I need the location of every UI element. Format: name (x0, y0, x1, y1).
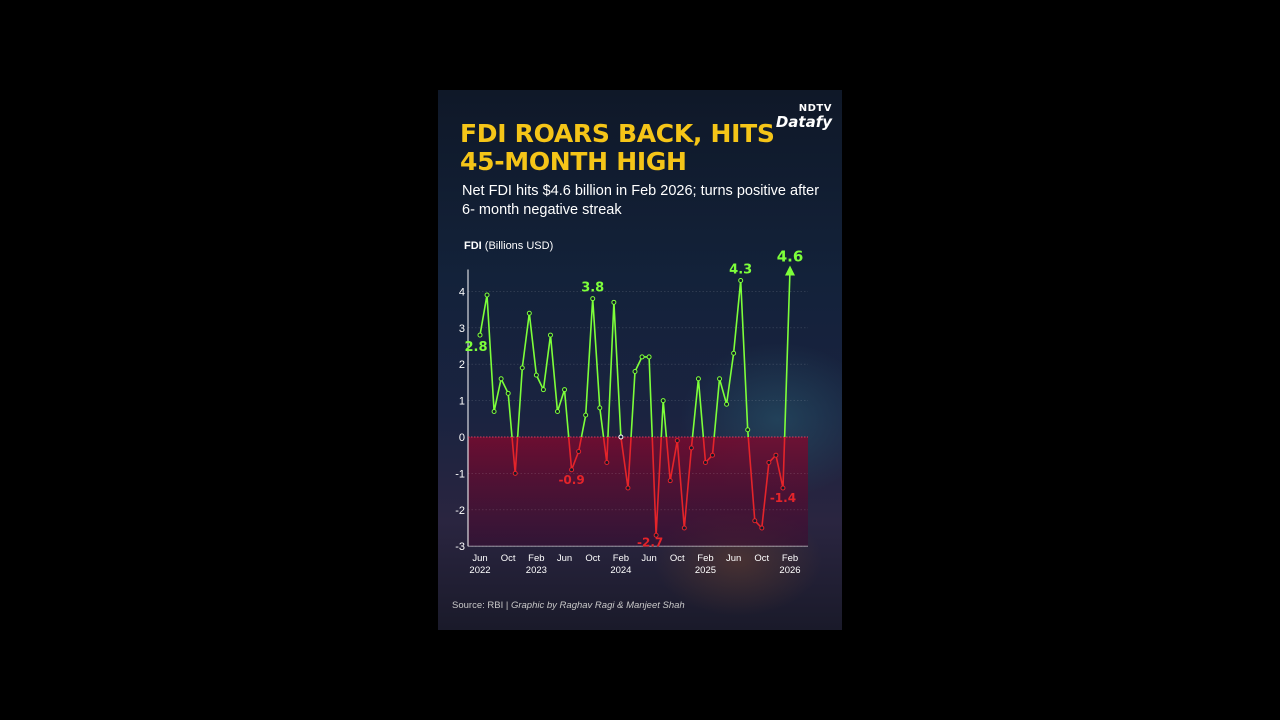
y-tick-label: 2 (459, 359, 465, 371)
source-note: Source: RBI | Graphic by Raghav Ragi & M… (452, 600, 685, 611)
data-point (512, 470, 518, 476)
data-point (660, 398, 666, 404)
data-point (639, 354, 645, 360)
data-point (653, 532, 659, 538)
data-point (773, 452, 779, 458)
data-point (710, 452, 715, 458)
data-point (667, 478, 673, 484)
data-point (688, 445, 694, 451)
arrowhead (785, 265, 795, 276)
logo-line1: NDTV (798, 103, 832, 114)
data-point (547, 332, 553, 338)
data-point (681, 525, 687, 531)
y-axis-label-bold: FDI (464, 240, 482, 252)
x-tick-label: Feb (697, 553, 713, 564)
page-title: FDI ROARS BACK, HITS 45-MONTH HIGH (460, 119, 775, 176)
negative-zone (468, 437, 808, 547)
data-point (717, 376, 723, 382)
data-point (618, 434, 624, 440)
x-tick-label: Jun (641, 553, 656, 564)
data-label: 4.6 (777, 248, 804, 266)
data-point (604, 459, 610, 465)
data-point (611, 299, 617, 305)
data-point (498, 376, 504, 382)
ndtv-datafy-logo: NDTV Datafy (775, 103, 832, 131)
data-point (562, 387, 568, 393)
data-point (477, 332, 483, 338)
x-tick-label: Oct (585, 553, 600, 564)
y-tick-label: 1 (459, 396, 465, 408)
data-point (759, 525, 765, 531)
data-point (590, 296, 596, 302)
data-point (752, 518, 758, 524)
data-point (484, 292, 490, 298)
infographic-card: NDTV Datafy FDI ROARS BACK, HITS 45-MONT… (438, 90, 842, 630)
data-point (555, 409, 560, 415)
data-point (695, 376, 701, 382)
x-tick-label: Oct (501, 553, 516, 564)
x-tick-year-label: 2022 (469, 565, 490, 576)
x-tick-label: Jun (472, 553, 487, 564)
data-point (632, 368, 638, 374)
y-tick-label: -3 (455, 541, 465, 553)
y-axis-label: FDI (Billions USD) (464, 240, 553, 252)
data-label: -0.9 (558, 473, 584, 487)
data-label: 2.8 (464, 340, 487, 355)
data-point (738, 277, 744, 283)
source-prefix: Source: RBI | (452, 600, 511, 611)
x-tick-label: Feb (782, 553, 798, 564)
x-tick-year-label: 2024 (610, 565, 631, 576)
data-point (526, 310, 532, 316)
data-point (576, 449, 582, 455)
data-point (724, 401, 730, 407)
data-point (625, 485, 631, 491)
data-label: 4.3 (729, 262, 752, 277)
data-point (569, 467, 575, 473)
data-point (491, 409, 497, 415)
x-tick-label: Oct (754, 553, 769, 564)
data-point (533, 372, 539, 378)
y-axis-label-unit: (Billions USD) (481, 240, 554, 252)
data-label: -2.7 (637, 535, 663, 549)
data-point (780, 485, 786, 491)
source-credit: Graphic by Raghav Ragi & Manjeet Shah (510, 600, 685, 611)
x-tick-year-label: 2025 (695, 565, 716, 576)
y-tick-label: 3 (459, 323, 465, 335)
subtitle: Net FDI hits $4.6 billion in Feb 2026; t… (462, 183, 820, 218)
data-point (583, 412, 589, 418)
data-point (505, 390, 511, 396)
data-point (745, 427, 751, 433)
x-tick-label: Feb (613, 553, 629, 564)
y-tick-label: -2 (455, 505, 465, 517)
logo-line2: Datafy (775, 113, 832, 131)
data-point (597, 405, 603, 411)
data-point (766, 459, 772, 465)
y-tick-label: 0 (459, 432, 465, 444)
data-point (674, 438, 680, 444)
data-point (731, 350, 737, 356)
x-tick-label: Jun (557, 553, 572, 564)
x-tick-label: Feb (528, 553, 544, 564)
x-tick-year-label: 2023 (526, 565, 547, 576)
data-label: 3.8 (581, 281, 604, 296)
y-tick-label: 4 (459, 286, 465, 298)
data-label: -1.4 (770, 491, 796, 505)
x-tick-label: Oct (670, 553, 685, 564)
data-point (646, 354, 652, 360)
y-tick-label: -1 (455, 468, 465, 480)
data-point (519, 365, 525, 371)
data-point (540, 387, 546, 393)
data-point (702, 459, 708, 465)
x-tick-year-label: 2026 (779, 565, 800, 576)
x-tick-label: Jun (726, 553, 741, 564)
